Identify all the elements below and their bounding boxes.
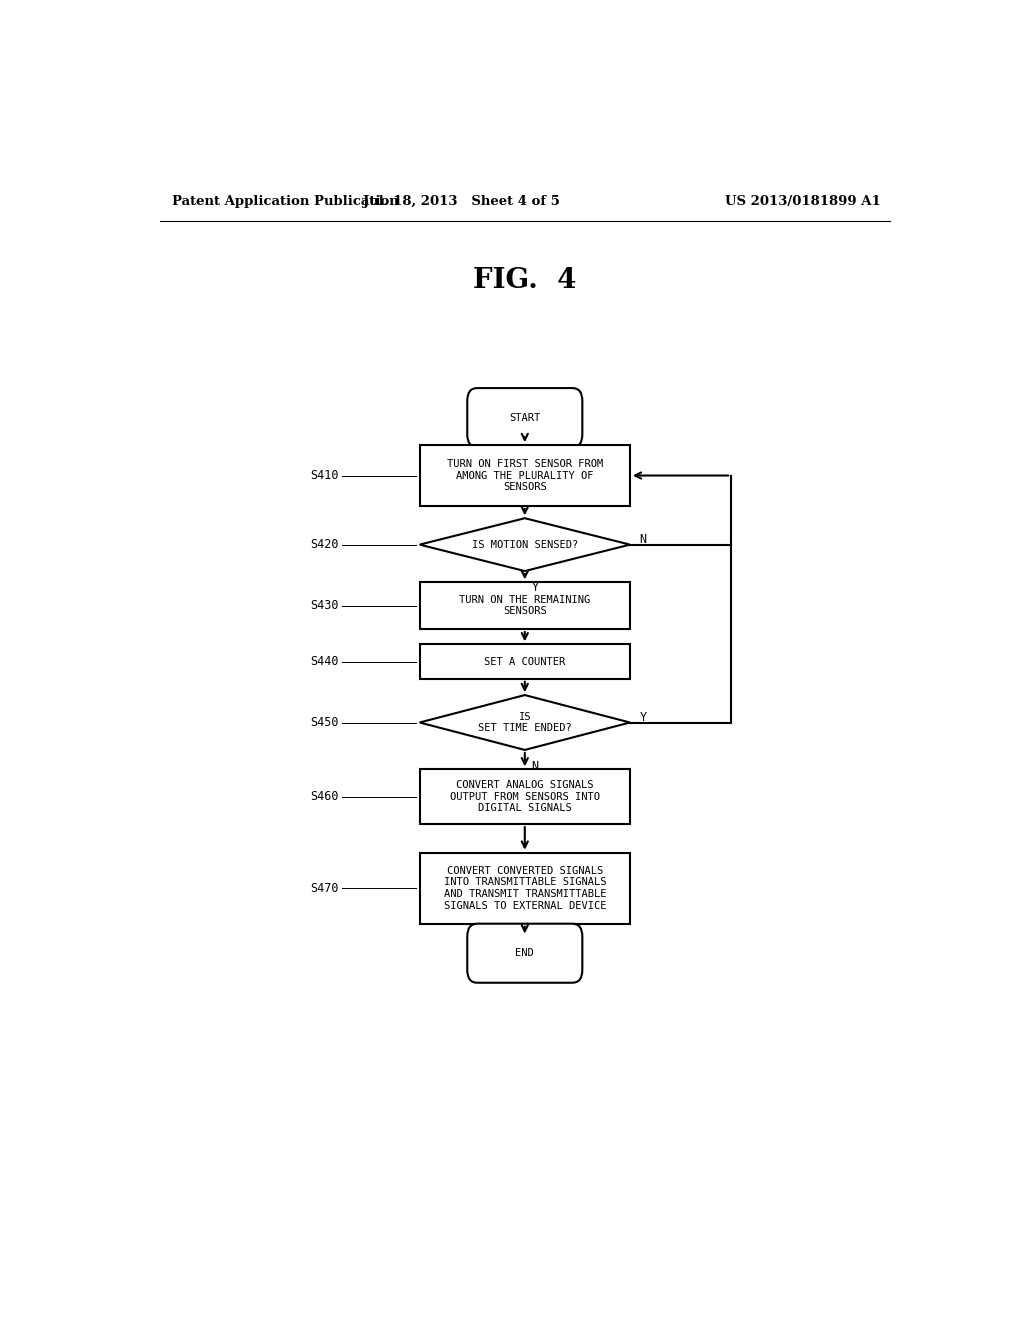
Text: N: N (639, 533, 646, 546)
Bar (420, 644, 630, 678)
Text: S410: S410 (310, 469, 338, 482)
Text: US 2013/0181899 A1: US 2013/0181899 A1 (725, 194, 881, 207)
Text: CONVERT CONVERTED SIGNALS
INTO TRANSMITTABLE SIGNALS
AND TRANSMIT TRANSMITTABLE
: CONVERT CONVERTED SIGNALS INTO TRANSMITT… (443, 866, 606, 911)
Text: S430: S430 (310, 599, 338, 612)
Text: CONVERT ANALOG SIGNALS
OUTPUT FROM SENSORS INTO
DIGITAL SIGNALS: CONVERT ANALOG SIGNALS OUTPUT FROM SENSO… (450, 780, 600, 813)
Bar (420, 582, 630, 630)
Bar (420, 770, 630, 824)
Text: Y: Y (531, 581, 539, 594)
Text: S440: S440 (310, 655, 338, 668)
Text: TURN ON THE REMAINING
SENSORS: TURN ON THE REMAINING SENSORS (459, 595, 591, 616)
Text: START: START (509, 413, 541, 422)
FancyBboxPatch shape (467, 924, 583, 983)
Text: END: END (515, 948, 535, 958)
Text: S420: S420 (310, 539, 338, 552)
Text: Jul. 18, 2013   Sheet 4 of 5: Jul. 18, 2013 Sheet 4 of 5 (362, 194, 560, 207)
Text: FIG.  4: FIG. 4 (473, 267, 577, 294)
Text: S450: S450 (310, 715, 338, 729)
Text: IS MOTION SENSED?: IS MOTION SENSED? (472, 540, 578, 549)
Bar (420, 445, 630, 506)
Text: S460: S460 (310, 791, 338, 803)
Polygon shape (420, 696, 630, 750)
Bar (420, 853, 630, 924)
Text: N: N (531, 760, 539, 774)
Text: S470: S470 (310, 882, 338, 895)
Text: IS
SET TIME ENDED?: IS SET TIME ENDED? (478, 711, 571, 734)
Text: Y: Y (639, 711, 646, 723)
Polygon shape (420, 519, 630, 572)
Text: SET A COUNTER: SET A COUNTER (484, 656, 565, 667)
FancyBboxPatch shape (467, 388, 583, 447)
Text: Patent Application Publication: Patent Application Publication (172, 194, 398, 207)
Text: TURN ON FIRST SENSOR FROM
AMONG THE PLURALITY OF
SENSORS: TURN ON FIRST SENSOR FROM AMONG THE PLUR… (446, 459, 603, 492)
